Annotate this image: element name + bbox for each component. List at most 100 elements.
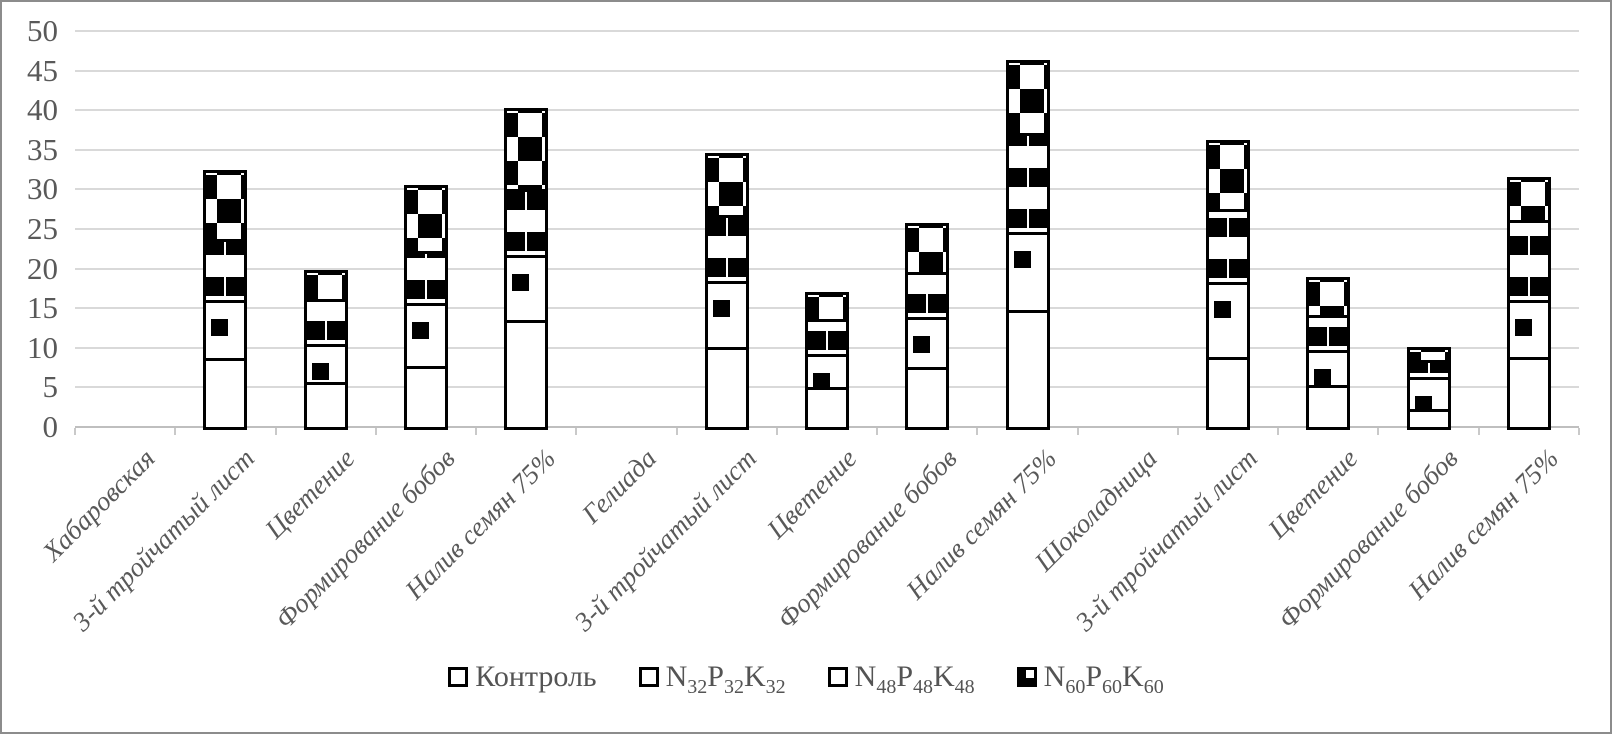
x-axis-tick xyxy=(1477,428,1480,435)
bar-segment-n60 xyxy=(206,172,245,242)
bar-segment-n48 xyxy=(1008,136,1047,236)
y-axis-tick-label: 5 xyxy=(42,369,59,405)
bar-segment-n60 xyxy=(1209,143,1248,213)
x-axis-category-label: Цветение xyxy=(1262,443,1364,545)
legend-item-n60: N60P60K60 xyxy=(1016,660,1164,698)
legend-label: N32P32K32 xyxy=(665,660,786,698)
x-axis-category-label: 3-й тройчатый лист xyxy=(1069,443,1264,637)
bar-segment-n48 xyxy=(306,301,345,347)
bar-segment-kontrol xyxy=(1209,359,1248,427)
bar xyxy=(403,184,448,430)
legend-label: N60P60K60 xyxy=(1043,660,1164,698)
legend-item-kontrol: Контроль xyxy=(448,660,597,694)
bar-segment-kontrol xyxy=(908,369,947,427)
bar xyxy=(1005,60,1050,430)
bar-segment-n48 xyxy=(507,191,546,258)
x-axis-tick xyxy=(174,428,177,435)
y-axis-tick-label: 50 xyxy=(27,13,58,48)
legend-swatch-n32 xyxy=(638,667,659,687)
x-axis-category-label: 3-й тройчатый лист xyxy=(568,443,762,637)
bar-segment-kontrol xyxy=(206,361,245,427)
bar-segment-n48 xyxy=(1209,212,1248,286)
x-axis-tick xyxy=(274,428,277,435)
bar xyxy=(905,222,950,430)
bar-segment-n32 xyxy=(1008,235,1047,313)
y-axis-tick-label: 35 xyxy=(27,131,58,167)
bar-segment-n32 xyxy=(1509,303,1548,361)
legend-swatch-n60 xyxy=(1016,667,1037,687)
bar-segment-n60 xyxy=(1509,179,1548,223)
bar-segment-n32 xyxy=(306,346,345,385)
bar-segment-kontrol xyxy=(808,389,846,427)
legend-swatch-kontrol xyxy=(448,667,469,687)
gridline xyxy=(75,30,1579,32)
bar-segment-n32 xyxy=(507,257,546,324)
bar-segment-n60 xyxy=(507,110,546,192)
bar-segment-n32 xyxy=(1309,353,1348,389)
bar-segment-n60 xyxy=(1008,63,1047,137)
bar-segment-n48 xyxy=(707,217,746,285)
bar-segment-n60 xyxy=(707,156,746,218)
y-axis-tick-label: 30 xyxy=(27,171,58,207)
x-axis-tick xyxy=(976,428,979,435)
x-axis-category-label: Цветение xyxy=(259,443,361,545)
bar xyxy=(203,169,248,430)
x-axis-tick xyxy=(1578,428,1580,435)
y-axis-tick-label: 0 xyxy=(42,409,59,444)
x-axis-tick xyxy=(876,428,879,435)
x-axis-tick xyxy=(675,428,678,435)
bar-segment-kontrol xyxy=(1509,360,1548,427)
bar-segment-n32 xyxy=(808,356,846,390)
bar-segment-n48 xyxy=(406,254,445,306)
x-axis-category-label: Цветение xyxy=(760,443,863,545)
bar-segment-n48 xyxy=(1409,362,1448,381)
x-axis-tick xyxy=(374,428,377,435)
y-axis-tick-label: 10 xyxy=(27,329,58,365)
x-axis-tick xyxy=(775,428,778,435)
y-axis-tick-label: 15 xyxy=(27,290,58,326)
legend-item-n32: N32P32K32 xyxy=(638,660,786,698)
x-axis-tick xyxy=(475,428,478,435)
legend-item-n48: N48P48K48 xyxy=(827,660,975,697)
y-axis-tick-label: 45 xyxy=(27,52,58,88)
bar xyxy=(504,107,549,430)
bar-segment-n48 xyxy=(1309,318,1348,354)
bar xyxy=(1306,276,1351,430)
gridline xyxy=(75,188,1579,191)
x-axis-tick xyxy=(74,428,76,435)
bar-segment-n32 xyxy=(707,284,746,351)
gridline xyxy=(75,267,1579,270)
bar-segment-n60 xyxy=(406,187,445,255)
bar-segment-kontrol xyxy=(1309,388,1348,427)
bar-segment-kontrol xyxy=(306,385,345,427)
bar-segment-n32 xyxy=(406,305,445,370)
x-axis-category-label: Формирование бобов xyxy=(1272,443,1464,635)
bar-segment-n60 xyxy=(1309,279,1348,319)
bar-segment-kontrol xyxy=(507,323,546,427)
bar xyxy=(1206,140,1251,430)
legend: Контроль N32P32K32 N48P48K48 N60P60K60 xyxy=(0,648,1612,706)
bar-segment-n48 xyxy=(808,321,846,357)
bar-segment-kontrol xyxy=(1008,312,1047,427)
gridline xyxy=(75,69,1579,72)
x-axis-category-label: Гелиада xyxy=(575,443,662,530)
x-axis-tick xyxy=(1176,428,1179,435)
bar-segment-n32 xyxy=(1409,380,1448,412)
legend-label: Контроль xyxy=(475,660,597,693)
x-axis-tick xyxy=(575,428,578,435)
y-axis-tick-label: 40 xyxy=(27,92,58,128)
bar-segment-n32 xyxy=(1209,285,1248,360)
x-axis-tick xyxy=(1377,428,1380,435)
bar-segment-kontrol xyxy=(707,350,746,427)
bar xyxy=(805,291,849,430)
x-axis-category-label: 3-й тройчатый лист xyxy=(66,443,261,637)
x-axis-category-label: Формирование бобов xyxy=(269,443,462,635)
x-axis-tick xyxy=(1277,428,1280,435)
legend-swatch-n48 xyxy=(827,667,848,687)
bar-segment-n48 xyxy=(908,274,947,321)
x-axis-category-label: Формирование бобов xyxy=(771,443,963,635)
gridline xyxy=(75,228,1579,230)
bar-segment-n32 xyxy=(206,303,245,362)
